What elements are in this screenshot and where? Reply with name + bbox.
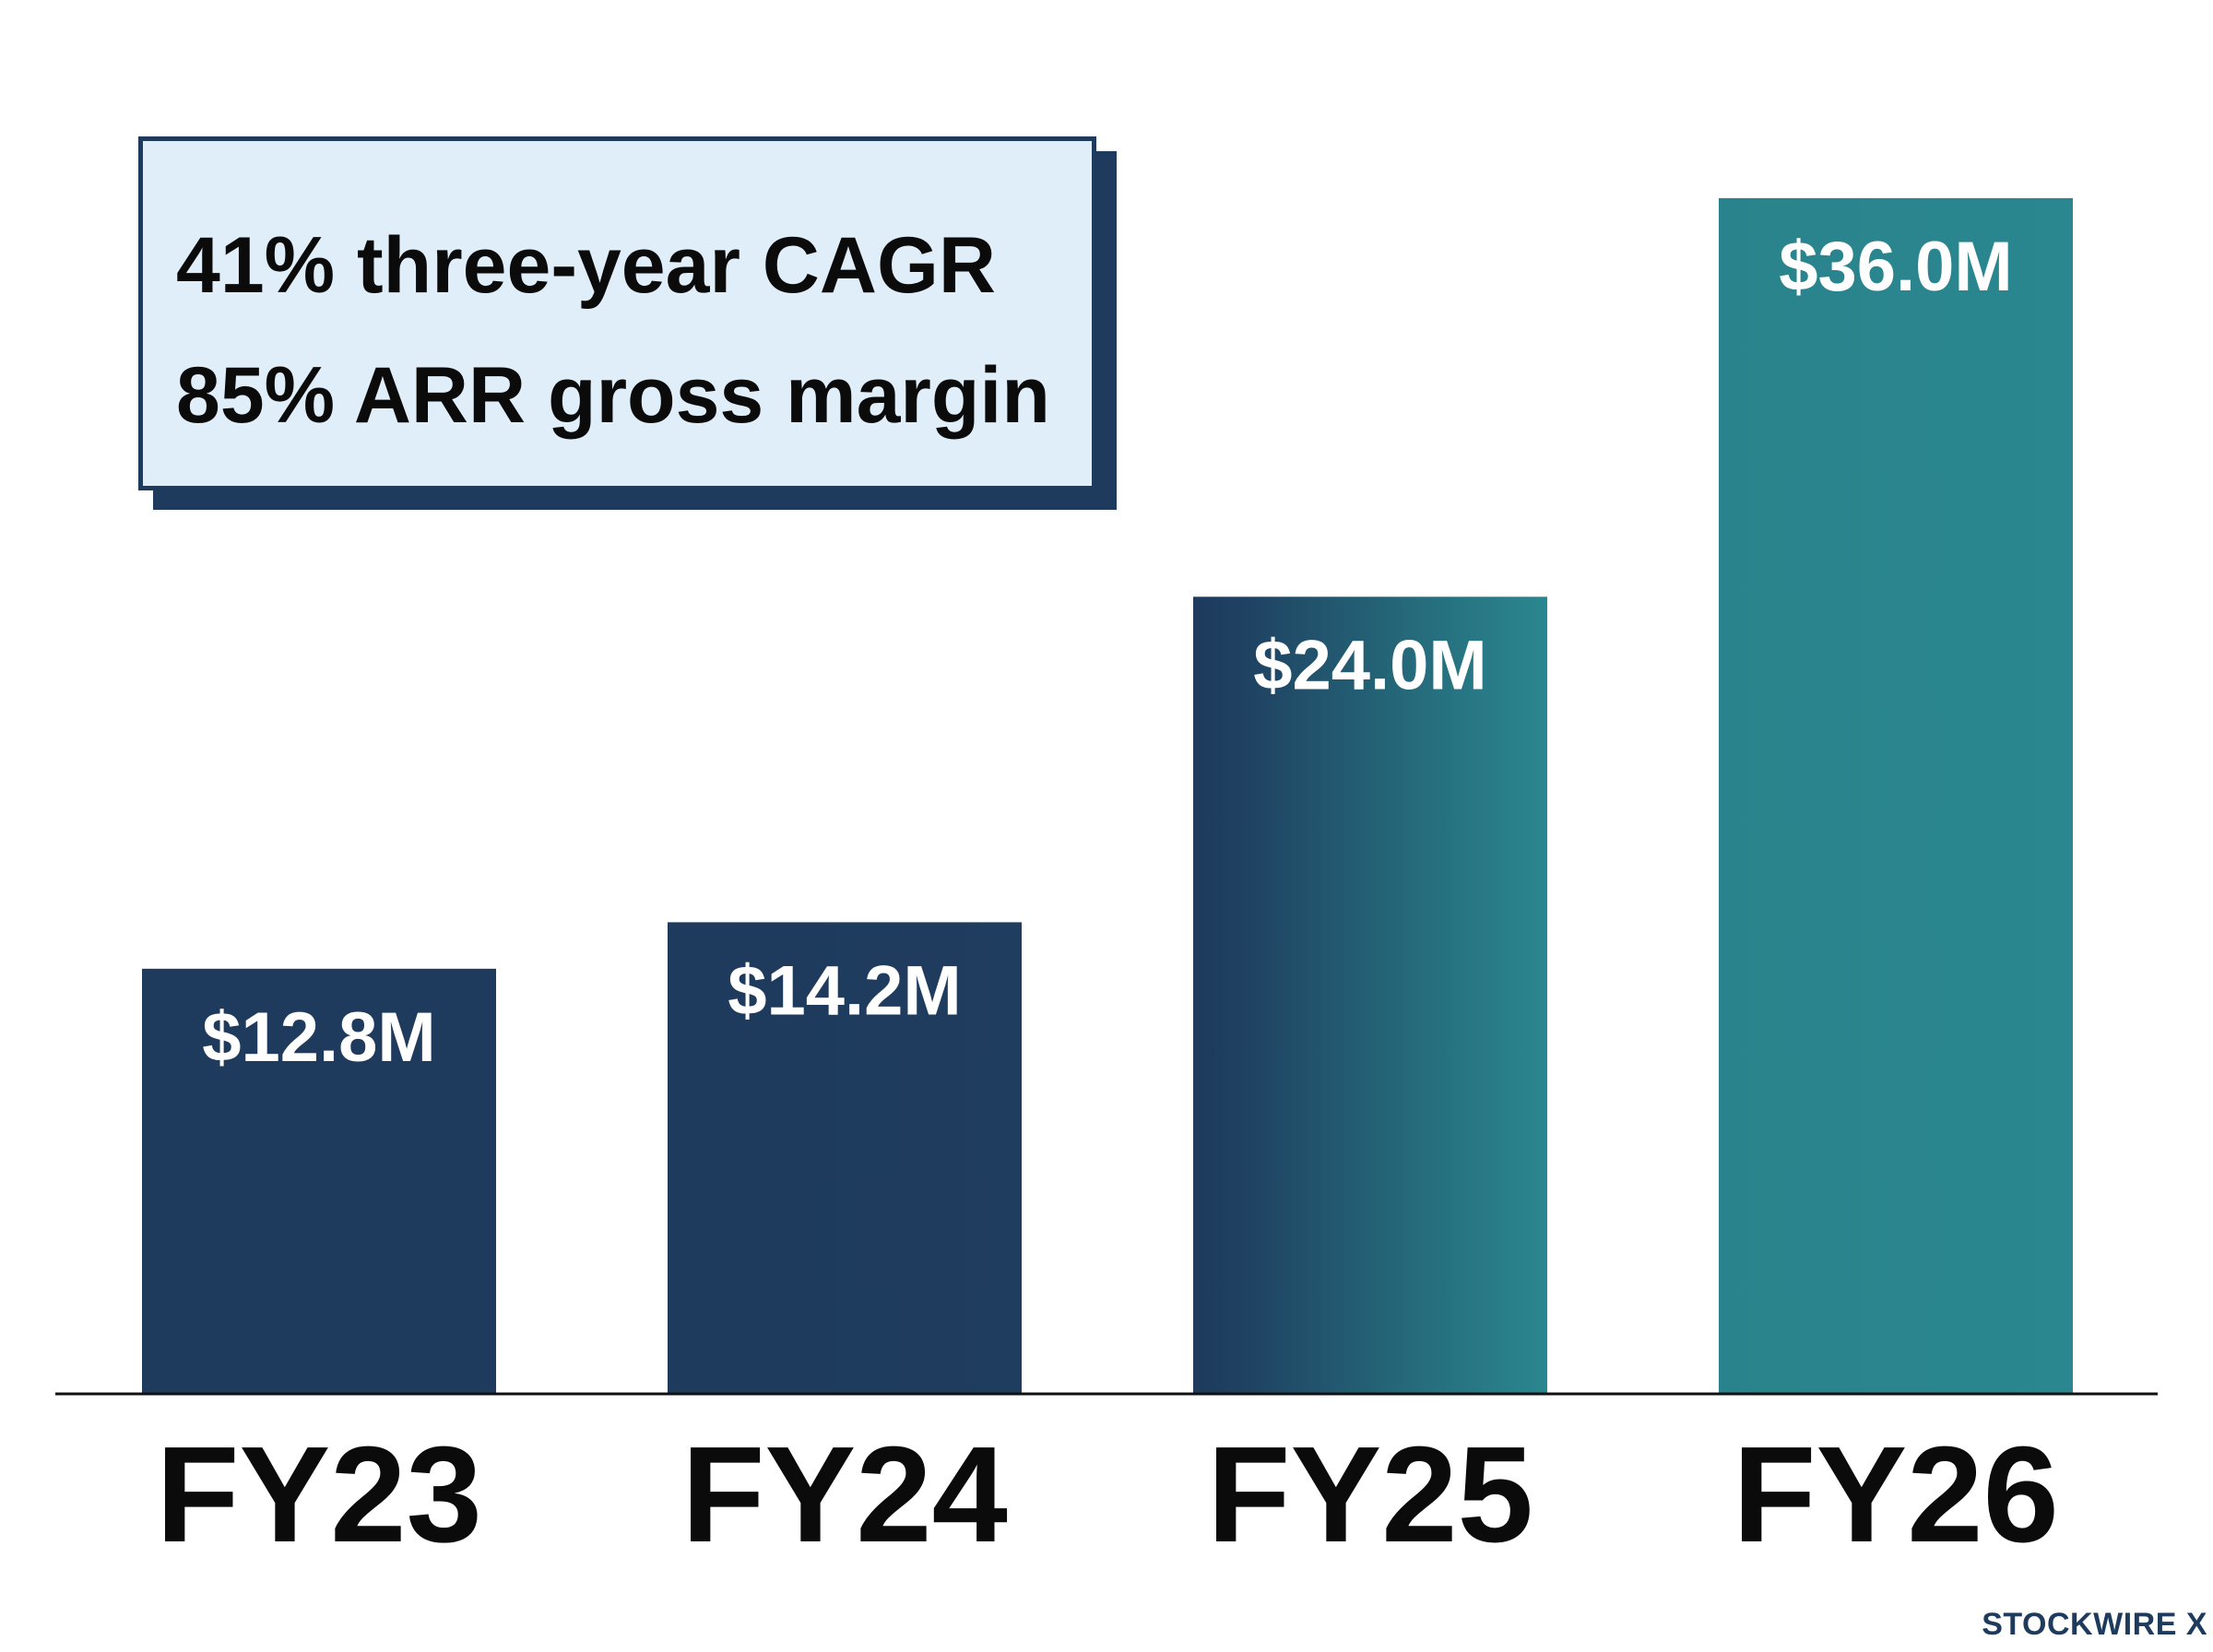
callout-margin-text: 85% ARR gross margin [176,351,1050,440]
stockwire-watermark: STOCKWIRE X [1982,1607,2207,1642]
category-label-fy23: FY23 [156,1419,482,1571]
bar-value-label-fy25: $24.0M [1253,626,1487,704]
category-label-fy24: FY24 [681,1419,1008,1571]
bar-value-label-fy24: $14.2M [728,951,962,1030]
bar-fy26 [1719,198,2073,1394]
callout-box: 41% three-year CAGR 85% ARR gross margin [138,136,1096,490]
bar-fy24 [668,922,1022,1394]
bar-value-label-fy26: $36.0M [1779,228,2013,306]
bar-fy23 [142,968,496,1394]
bar-value-label-fy23: $12.8M [202,998,436,1077]
category-label-fy26: FY26 [1733,1419,2059,1571]
callout-cagr-text: 41% three-year CAGR [176,221,997,310]
category-label-fy25: FY25 [1207,1419,1533,1571]
bar-fy25 [1193,596,1547,1394]
